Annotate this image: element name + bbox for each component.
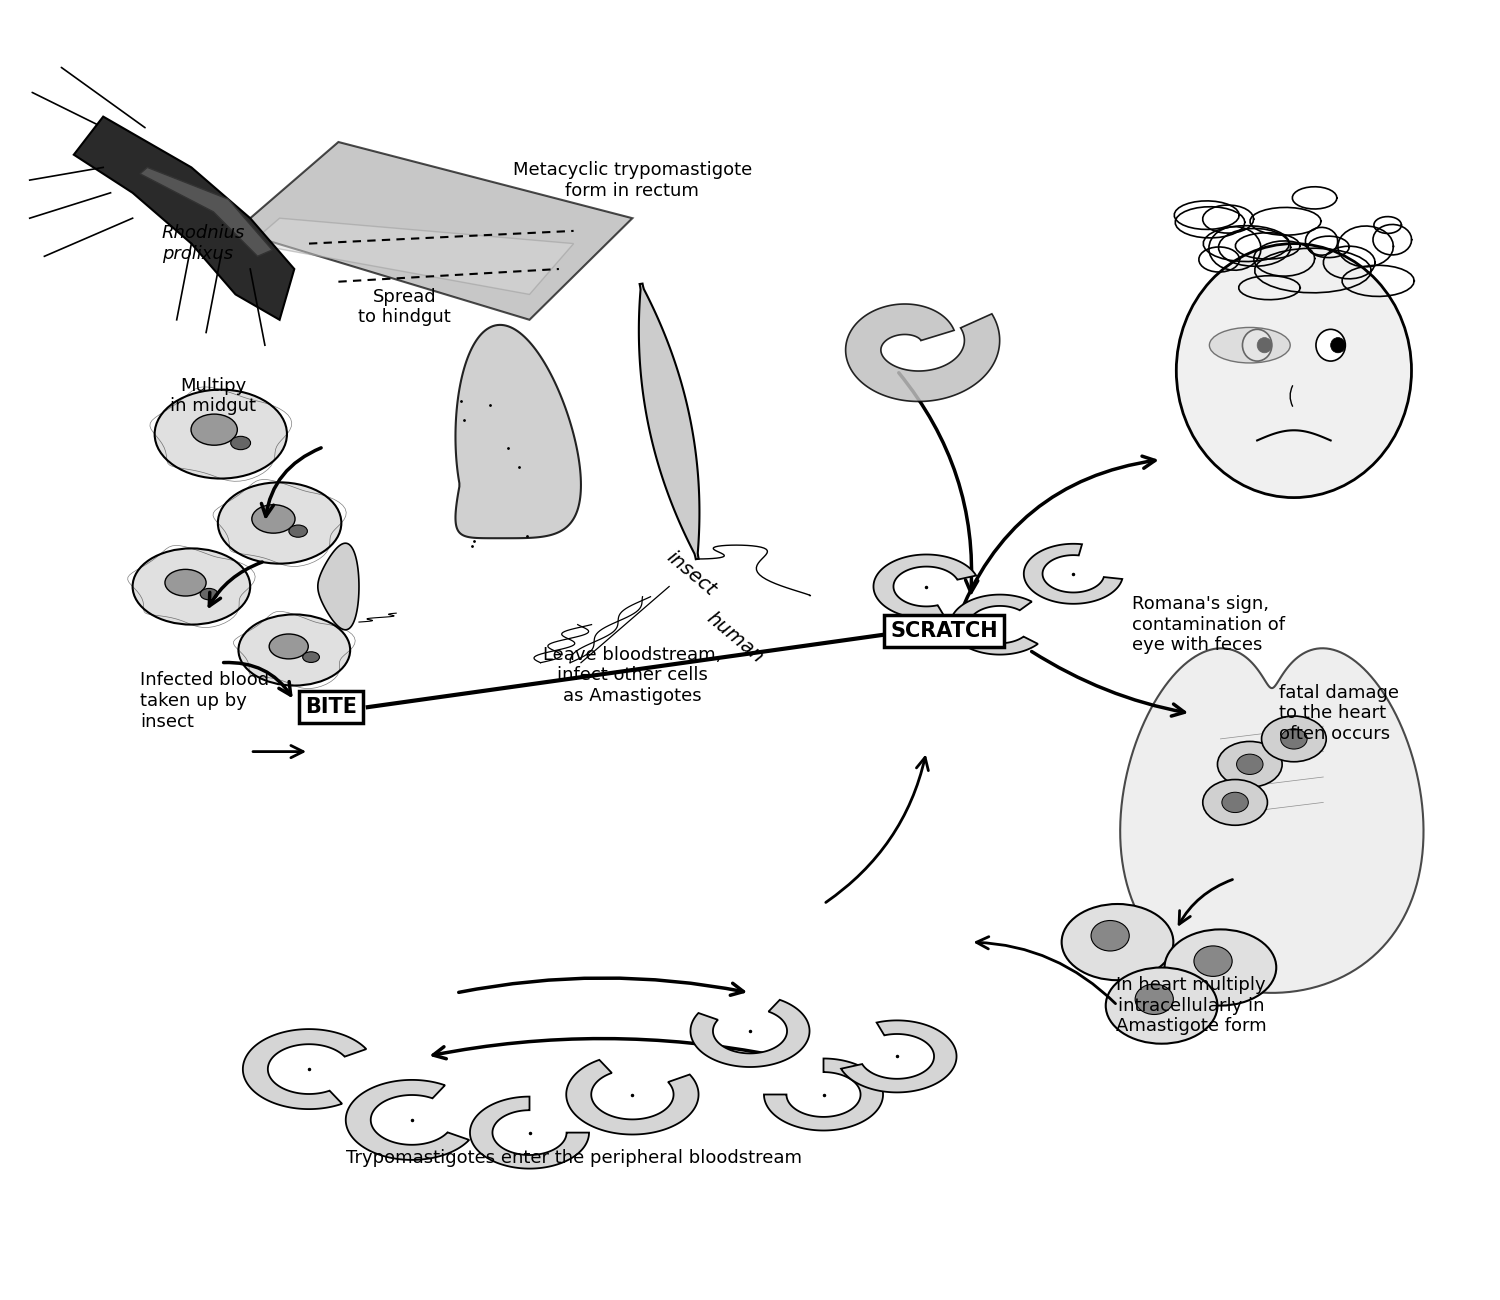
Polygon shape	[1120, 649, 1424, 993]
Ellipse shape	[165, 569, 206, 595]
Ellipse shape	[1203, 780, 1268, 826]
Polygon shape	[567, 1060, 699, 1135]
Polygon shape	[873, 555, 976, 619]
Polygon shape	[243, 1030, 366, 1109]
Text: Romana's sign,
contamination of
eye with feces: Romana's sign, contamination of eye with…	[1132, 595, 1286, 654]
Text: Trypomastigotes enter the peripheral bloodstream: Trypomastigotes enter the peripheral blo…	[345, 1149, 801, 1167]
Text: BITE: BITE	[304, 697, 357, 718]
Ellipse shape	[1194, 946, 1231, 976]
Text: insect: insect	[663, 547, 720, 599]
Ellipse shape	[217, 482, 342, 564]
Ellipse shape	[1209, 328, 1290, 363]
Polygon shape	[639, 283, 699, 559]
Ellipse shape	[1353, 369, 1396, 398]
Polygon shape	[251, 218, 573, 294]
Text: Spread
to hindgut: Spread to hindgut	[358, 287, 452, 326]
Ellipse shape	[303, 651, 320, 663]
Ellipse shape	[1218, 741, 1282, 788]
Polygon shape	[346, 1080, 470, 1160]
Ellipse shape	[1090, 920, 1130, 952]
Text: Infected blood
taken up by
insect: Infected blood taken up by insect	[140, 671, 268, 731]
Polygon shape	[764, 1058, 884, 1131]
Ellipse shape	[1164, 930, 1276, 1006]
Polygon shape	[74, 117, 294, 320]
Polygon shape	[470, 1097, 590, 1169]
Ellipse shape	[1136, 984, 1173, 1014]
Ellipse shape	[132, 549, 251, 624]
Ellipse shape	[1106, 967, 1218, 1044]
Polygon shape	[846, 304, 999, 402]
Ellipse shape	[1281, 729, 1306, 749]
Text: Multipy
in midgut: Multipy in midgut	[171, 377, 256, 416]
Ellipse shape	[1242, 329, 1272, 361]
Ellipse shape	[231, 437, 251, 450]
Ellipse shape	[154, 390, 286, 478]
Polygon shape	[951, 594, 1038, 655]
Text: Metacyclic trypomastigote
form in rectum: Metacyclic trypomastigote form in rectum	[513, 161, 752, 199]
Polygon shape	[456, 325, 580, 538]
Ellipse shape	[290, 525, 308, 537]
Polygon shape	[140, 168, 273, 256]
Polygon shape	[236, 142, 633, 320]
Ellipse shape	[1316, 329, 1346, 361]
Text: In heart multiply
intracellularly in
Amastigote form: In heart multiply intracellularly in Ama…	[1116, 976, 1266, 1035]
Ellipse shape	[1330, 338, 1346, 352]
Ellipse shape	[1257, 338, 1272, 352]
Ellipse shape	[200, 589, 217, 599]
Ellipse shape	[1176, 243, 1412, 498]
Polygon shape	[1024, 543, 1122, 603]
Ellipse shape	[1222, 792, 1248, 812]
Ellipse shape	[1262, 716, 1326, 762]
Ellipse shape	[268, 634, 309, 659]
Ellipse shape	[252, 504, 296, 533]
Text: Rhodnius
prolixus: Rhodnius prolixus	[162, 224, 246, 263]
Ellipse shape	[1206, 369, 1249, 398]
Polygon shape	[318, 543, 358, 629]
Ellipse shape	[238, 615, 350, 685]
Text: Leave bloodstream,
infect other cells
as Amastigotes: Leave bloodstream, infect other cells as…	[543, 646, 722, 705]
Polygon shape	[690, 1000, 810, 1067]
Ellipse shape	[1062, 903, 1173, 980]
Text: SCRATCH: SCRATCH	[890, 621, 998, 641]
Ellipse shape	[1236, 754, 1263, 775]
Text: fatal damage
to the heart
often occurs: fatal damage to the heart often occurs	[1280, 684, 1400, 744]
Ellipse shape	[190, 415, 237, 445]
Text: human: human	[704, 608, 768, 667]
Polygon shape	[842, 1020, 957, 1092]
